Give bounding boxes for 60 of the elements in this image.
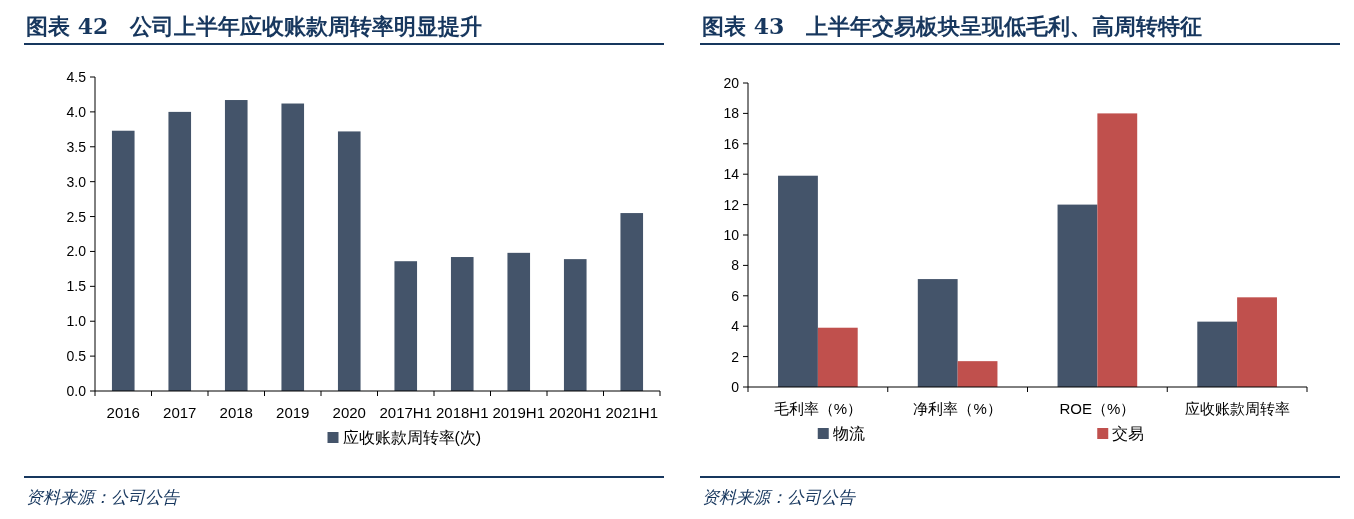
bar	[1237, 297, 1277, 387]
y-tick-label: 3.5	[66, 138, 87, 155]
x-tick-label: ROE（%）	[1059, 400, 1136, 417]
y-tick-label: 16	[723, 135, 740, 152]
y-tick-label: 1.5	[66, 278, 87, 295]
chart-title: 图表 42 公司上半年应收账款周转率明显提升	[26, 13, 483, 39]
bar	[281, 103, 305, 391]
x-tick-label: 净利率（%）	[913, 400, 1002, 417]
bar	[394, 261, 418, 391]
bar	[620, 213, 644, 391]
x-tick-label: 2019	[276, 404, 310, 421]
bar	[917, 279, 958, 387]
text: 资料来源：公司公告	[702, 487, 857, 507]
x-tick-label: 2018H1	[435, 404, 489, 421]
x-tick-label: 毛利率（%）	[773, 400, 863, 417]
y-tick-label: 14	[723, 166, 740, 183]
bar	[1057, 204, 1098, 387]
y-tick-label: 1.0	[66, 313, 87, 330]
bar	[778, 175, 818, 387]
y-tick-label: 2.5	[66, 208, 87, 225]
x-tick-label: 应收账款周转率	[1184, 400, 1290, 417]
x-tick-label: 2020	[332, 404, 366, 421]
bar	[957, 361, 998, 387]
y-tick-label: 4.0	[66, 103, 87, 120]
bar	[1197, 321, 1238, 387]
bar	[111, 130, 135, 391]
chart-title: 图表 43 上半年交易板块呈现低毛利、高周转特征	[702, 13, 1203, 39]
y-tick-label: 10	[723, 227, 740, 243]
y-tick-label: 12	[723, 196, 740, 213]
bar	[450, 257, 474, 391]
x-tick-label: 2021H1	[605, 404, 659, 421]
y-tick-label: 3.0	[66, 173, 87, 190]
y-tick-label: 4	[731, 318, 740, 335]
bar	[168, 111, 192, 391]
legend-label: 物流	[832, 425, 865, 442]
bar	[224, 100, 248, 391]
y-tick-label: 8	[731, 257, 740, 274]
x-tick-label: 2020H1	[548, 404, 602, 421]
y-tick-label: 0	[731, 379, 740, 395]
bar	[817, 327, 858, 387]
y-tick-label: 4.5	[66, 69, 87, 85]
x-tick-label: 2018	[219, 404, 253, 421]
bar	[563, 259, 587, 391]
legend-label: 交易	[1112, 425, 1145, 442]
x-tick-label: 2016	[106, 404, 140, 421]
y-tick-label: 0.5	[66, 348, 87, 365]
bar	[1097, 113, 1138, 387]
y-tick-label: 0.0	[66, 383, 87, 399]
x-tick-label: 2017H1	[379, 404, 433, 421]
bar	[507, 252, 531, 391]
x-tick-label: 2017	[163, 404, 197, 421]
y-tick-label: 6	[731, 287, 740, 304]
y-tick-label: 2.0	[66, 243, 87, 260]
y-tick-label: 20	[723, 75, 740, 91]
legend-label: 应收账款周转率(次)	[342, 429, 482, 446]
x-tick-label: 2019H1	[492, 404, 546, 421]
y-tick-label: 2	[731, 348, 740, 365]
bar	[337, 131, 361, 391]
text: 资料来源：公司公告	[26, 487, 181, 507]
y-tick-label: 18	[723, 105, 740, 122]
